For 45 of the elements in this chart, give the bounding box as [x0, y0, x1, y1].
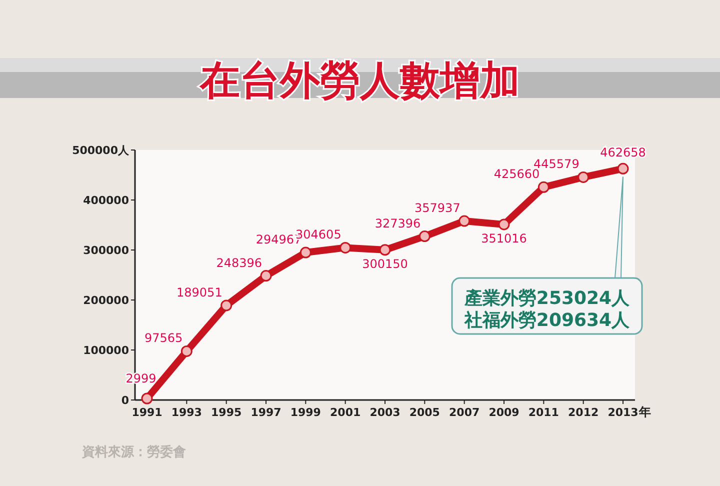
- x-tick-label: 2001: [330, 406, 361, 419]
- x-tick-label: 1997: [250, 406, 282, 419]
- x-tick-label: 2011: [528, 406, 559, 419]
- point: [379, 244, 391, 256]
- data-label: 327396: [374, 216, 421, 230]
- y-tick-label: 400000: [83, 194, 130, 207]
- point: [538, 181, 550, 193]
- point: [578, 171, 590, 183]
- point: [141, 392, 153, 404]
- data-label: 300150: [362, 256, 408, 271]
- x-tick-label: 2007: [449, 406, 480, 419]
- chart-title: 在台外勞人數增加: [199, 58, 520, 104]
- data-label: 425660: [494, 167, 540, 182]
- annotation: 產業外勞253024人: [463, 288, 631, 309]
- x-tick-label: 1995: [211, 406, 242, 419]
- data-label: 351016: [481, 231, 527, 246]
- y-tick-label: 300000: [83, 244, 130, 257]
- x-tick-label: 2012: [568, 406, 599, 419]
- x-tick-label: 2009: [488, 406, 520, 419]
- y-tick-label: 200000: [83, 294, 130, 307]
- point: [220, 300, 232, 312]
- y-tick-label: 0: [121, 394, 130, 407]
- x-tick-label: 2003: [370, 406, 400, 419]
- point: [260, 270, 272, 282]
- data-label: 189051: [176, 285, 222, 300]
- point: [498, 218, 510, 230]
- x-tick-label: 2005: [409, 406, 440, 419]
- data-label: 248396: [216, 256, 262, 270]
- x-tick-label: 1999: [290, 406, 321, 419]
- y-tick-label: 500000人: [72, 144, 130, 157]
- y-tick-label: 100000: [83, 344, 130, 357]
- x-tick-label: 2013: [608, 406, 638, 419]
- data-label: 462658: [600, 146, 646, 160]
- point: [418, 230, 430, 242]
- data-label: 97565: [144, 331, 183, 346]
- point: [300, 246, 312, 258]
- x-axis-title: 年: [638, 405, 651, 419]
- point: [617, 162, 629, 174]
- x-tick-label: 1993: [171, 406, 202, 419]
- data-label: 357937: [414, 201, 460, 216]
- point: [340, 242, 352, 254]
- x-tick-label: 1991: [132, 406, 162, 419]
- point: [458, 215, 470, 227]
- annotation: 社福外勞209634人: [463, 310, 631, 331]
- point: [180, 345, 192, 357]
